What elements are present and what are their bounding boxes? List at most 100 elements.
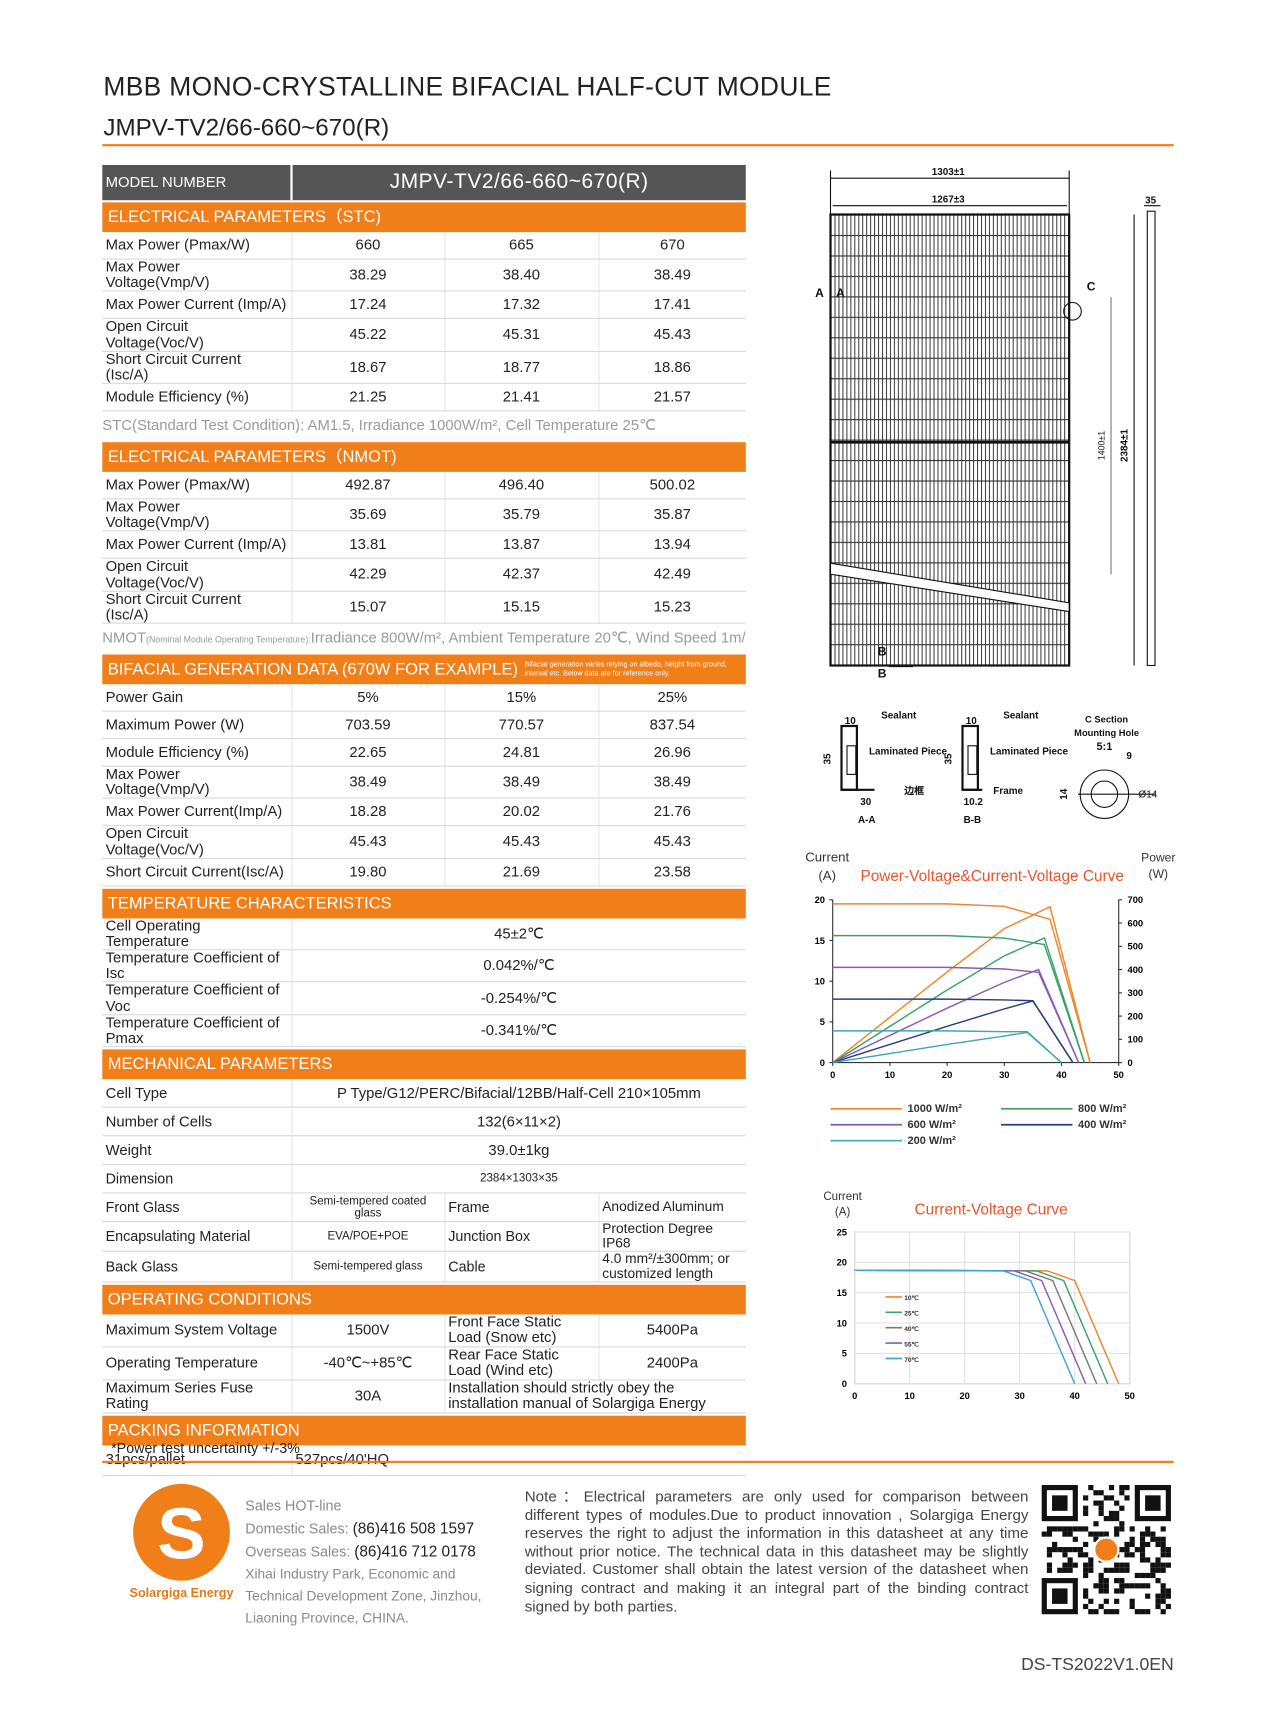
footnote-part: Irradiance 800W/m², Ambient Temperature … [310, 629, 746, 646]
qr-module [1103, 1495, 1109, 1501]
qr-module [1046, 1531, 1053, 1537]
cell: 38.49 [597, 259, 746, 292]
section-table: Power Gain 5% 15% 25% Maximum Power (W) 703.5… [102, 684, 746, 887]
cell: Semi-tempered glass [290, 1251, 445, 1283]
qr-module [1103, 1583, 1109, 1589]
row-label: Number of Cells [102, 1107, 292, 1137]
qr-module [1052, 1541, 1058, 1548]
row-label: Max Power Current (Imp/A) [102, 291, 292, 320]
footnote-part: NMOT [102, 629, 147, 646]
qr-module [1093, 1609, 1099, 1615]
section-table: Cell Type P Type/G12/PERC/Bifacial/12BB/H… [102, 1079, 746, 1283]
x-tick-label: 10 [904, 1391, 914, 1401]
qr-module [1093, 1583, 1099, 1589]
cell: 18.67 [290, 351, 445, 384]
cell: 15% [443, 684, 599, 712]
qr-module [1093, 1531, 1099, 1537]
section-name: A-A [858, 815, 876, 826]
pv-curve [832, 1000, 1074, 1064]
row-label: Short Circuit Current (Isc/A) [102, 351, 292, 384]
cell: 500.02 [597, 471, 746, 500]
section-table: 31pcs/pallet 527pcs/40'HQ [102, 1444, 746, 1476]
qr-module [1160, 1552, 1166, 1558]
dim-label: 14 [1059, 788, 1070, 800]
section-name: B-B [964, 815, 982, 826]
section-table: Cell Operating Temperature 45±2℃ Temperatu… [102, 918, 746, 1048]
iv-chart: 0 10 20 30 40 50 0 5 10 15 20 25 10℃ 25℃ 40℃ 55℃ 70℃ [837, 1227, 1135, 1401]
qr-module [1103, 1598, 1109, 1604]
qr-module [1093, 1490, 1099, 1496]
qr-module [1150, 1536, 1156, 1542]
dim-label: 2384±1 [1120, 429, 1131, 462]
row: Module Efficiency (%) 21.25 21.41 21.57 [102, 383, 746, 412]
cell: 5% [290, 684, 445, 712]
cell: 21.69 [443, 858, 599, 887]
section-mark: C [1087, 279, 1096, 293]
qr-module [1124, 1562, 1130, 1568]
dim-label: 10.2 [964, 797, 984, 808]
section-header: ELECTRICAL PARAMETERS（STC) [102, 202, 746, 233]
qr-module [1083, 1567, 1089, 1573]
section-table: Maximum System Voltage 1500V Front Face St… [102, 1314, 746, 1414]
row: Temperature Coefficient of Voc -0.254%/℃ [102, 982, 746, 1016]
qr-module [1150, 1562, 1156, 1568]
x-tick-label: 30 [999, 1070, 1009, 1080]
qr-module [1145, 1609, 1151, 1615]
qr-module [1160, 1588, 1166, 1594]
x-tick-label: 30 [1014, 1391, 1024, 1401]
qr-module [1160, 1547, 1166, 1553]
y2-label: Power [1141, 850, 1175, 864]
qr-module [1145, 1526, 1151, 1532]
cell: 837.54 [597, 711, 746, 740]
qr-finder [1052, 1588, 1068, 1604]
qr-module [1145, 1593, 1151, 1599]
row: Short Circuit Current(Isc/A) 19.80 21.69 23… [102, 858, 746, 887]
logo-circle [133, 1483, 230, 1581]
cell: 15.23 [597, 590, 746, 624]
qr-module [1067, 1557, 1073, 1563]
cell: 21.76 [597, 798, 746, 827]
qr-module [1119, 1562, 1125, 1568]
cell: -0.341%/℃ [290, 1014, 746, 1048]
x-tick-label: 20 [959, 1391, 969, 1401]
cell: 2400Pa [597, 1346, 746, 1381]
module-bar [829, 562, 1070, 613]
y-tick-label: 5 [820, 1017, 825, 1027]
qr-module [1134, 1547, 1140, 1553]
qr-module [1160, 1567, 1166, 1573]
qr-module [1124, 1547, 1130, 1553]
qr-module [1119, 1505, 1125, 1511]
qr-module [1139, 1572, 1146, 1579]
qr-module [1093, 1521, 1099, 1527]
row-label: Max Power Current (Imp/A) [102, 531, 292, 560]
cell: 492.87 [290, 471, 445, 500]
section-header: OPERATING CONDITIONS [102, 1284, 746, 1315]
qr-module [1083, 1526, 1089, 1532]
iv-curve [854, 1269, 1076, 1385]
legend-label: 55℃ [904, 1340, 919, 1348]
row-label: Max Power (Pmax/W) [102, 471, 292, 500]
qr-module [1088, 1562, 1094, 1568]
qr-module [1057, 1567, 1063, 1573]
footnote: STC(Standard Test Condition): AM1.5, Irr… [102, 411, 746, 440]
qr-module [1072, 1536, 1078, 1542]
qr-module [1129, 1536, 1135, 1542]
qr-module [1145, 1572, 1151, 1579]
cell: 45.43 [290, 825, 445, 859]
cell: 2384×1303×35 [290, 1164, 746, 1194]
qr-module [1067, 1562, 1073, 1568]
uncertainty: *Power test uncertainty +/-3% [111, 1439, 300, 1457]
row: Short Circuit Current (Isc/A) 18.67 18.77 1… [102, 351, 746, 384]
qr-module [1083, 1495, 1089, 1501]
sales-info: Sales HOT-line Domestic Sales: (86)416 5… [245, 1494, 515, 1629]
qr-module [1119, 1583, 1125, 1589]
qr-module [1139, 1557, 1146, 1563]
qr-module [1134, 1609, 1140, 1615]
qr-module [1077, 1547, 1084, 1553]
y-tick-label: 25 [837, 1227, 847, 1237]
row: Maximum Series Fuse Rating 30A Installatio… [102, 1379, 746, 1414]
cell: Protection Degree IP68 [597, 1222, 746, 1253]
qr-module [1134, 1572, 1140, 1579]
y-tick-label: 15 [815, 936, 825, 946]
section-title: OPERATING CONDITIONS [107, 1289, 312, 1309]
